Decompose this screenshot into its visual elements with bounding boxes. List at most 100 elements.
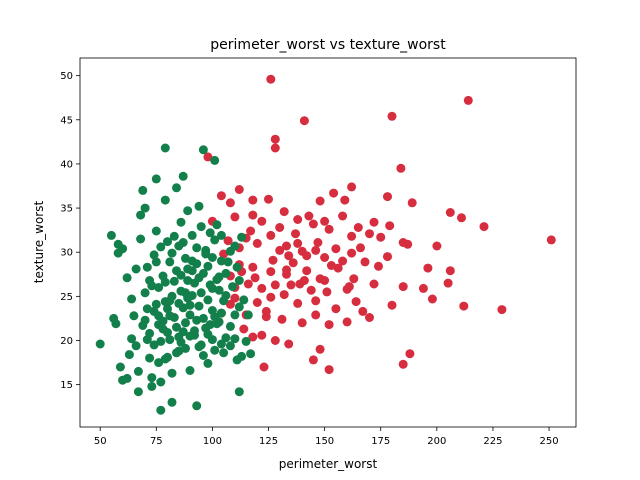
data-point-series-2-160 (156, 242, 166, 252)
data-point-series-1-130 (311, 245, 321, 255)
data-point-series-2-150 (212, 275, 222, 285)
data-point-series-2-155 (234, 302, 244, 312)
data-point-series-2-143 (181, 288, 190, 298)
data-point-series-2-109 (176, 337, 186, 347)
data-point-series-2-50 (169, 231, 179, 241)
data-point-series-1-6 (270, 143, 280, 153)
data-point-series-2-38 (156, 405, 166, 415)
data-point-series-1-42 (546, 235, 556, 245)
data-point-series-2-80 (207, 253, 217, 262)
data-point-series-1-127 (326, 261, 336, 270)
data-point-series-1-115 (356, 243, 365, 253)
data-point-series-2-87 (216, 230, 226, 240)
data-point-series-1-125 (266, 230, 276, 240)
data-point-series-2-141 (172, 348, 181, 358)
data-point-series-1-105 (398, 359, 408, 369)
data-point-series-2-138 (156, 336, 166, 346)
data-point-series-2-41 (160, 143, 170, 153)
data-point-series-2-17 (131, 341, 141, 351)
data-point-series-1-123 (320, 276, 330, 285)
data-point-series-1-13 (216, 191, 226, 201)
data-point-series-2-113 (194, 342, 204, 352)
data-point-series-1-70 (270, 280, 280, 290)
data-point-series-1-134 (351, 297, 361, 307)
data-point-series-1-85 (331, 304, 341, 314)
data-point-series-1-101 (315, 344, 325, 354)
data-point-series-1-79 (230, 293, 240, 303)
data-point-series-2-98 (237, 232, 247, 242)
points-layer (95, 74, 556, 415)
y-tick-label-3: 25 (60, 292, 73, 303)
data-point-series-2-110 (181, 318, 190, 328)
data-point-series-2-175 (232, 262, 242, 272)
data-point-series-1-51 (360, 257, 370, 267)
data-point-series-1-50 (347, 248, 357, 258)
data-point-series-2-74 (198, 145, 208, 155)
data-point-series-1-109 (342, 317, 352, 327)
data-point-series-1-89 (459, 301, 469, 311)
data-point-series-2-66 (187, 230, 197, 240)
data-point-series-2-72 (194, 301, 204, 311)
data-point-series-1-19 (407, 198, 417, 208)
data-point-series-2-23 (140, 203, 150, 213)
data-point-series-2-49 (167, 397, 177, 407)
data-point-series-2-148 (203, 261, 213, 271)
data-point-series-2-162 (167, 248, 177, 258)
data-point-series-2-71 (194, 201, 204, 211)
data-point-series-1-37 (324, 224, 334, 234)
y-tick-label-5: 35 (60, 204, 73, 215)
data-point-series-2-2 (106, 230, 116, 240)
data-point-series-2-52 (172, 183, 181, 193)
data-point-series-1-25 (304, 211, 314, 221)
data-point-series-1-43 (223, 236, 233, 246)
data-point-series-1-78 (443, 278, 453, 288)
data-point-series-1-77 (418, 283, 428, 293)
data-point-series-1-21 (457, 213, 466, 223)
data-point-series-2-42 (160, 195, 170, 205)
data-point-series-1-96 (311, 310, 321, 320)
data-point-series-2-124 (174, 298, 184, 308)
data-point-series-1-39 (365, 229, 374, 239)
y-axis: 15 20 25 30 35 40 45 50 (60, 71, 80, 391)
data-point-series-2-8 (115, 362, 125, 372)
data-point-series-1-131 (282, 265, 291, 275)
data-point-series-2-153 (225, 321, 235, 331)
data-point-series-1-114 (338, 256, 348, 266)
data-point-series-2-48 (167, 368, 177, 378)
data-point-series-1-23 (279, 207, 289, 217)
data-point-series-2-140 (165, 311, 175, 321)
data-point-series-1-64 (374, 261, 383, 271)
data-point-series-2-125 (178, 327, 188, 337)
data-point-series-2-106 (163, 304, 172, 314)
data-point-series-1-68 (243, 279, 253, 289)
data-point-series-2-119 (149, 340, 159, 350)
y-tick-label-2: 20 (60, 336, 73, 347)
data-point-series-2-105 (158, 324, 168, 334)
data-point-series-1-33 (257, 216, 267, 226)
data-point-series-1-75 (369, 279, 379, 289)
data-point-series-1-110 (365, 313, 374, 322)
data-point-series-2-157 (142, 262, 152, 272)
data-point-series-1-32 (248, 210, 258, 220)
data-point-series-1-55 (219, 249, 229, 259)
data-point-series-1-9 (234, 185, 244, 194)
data-point-series-2-167 (192, 243, 202, 253)
data-point-series-2-7 (118, 244, 128, 254)
data-point-series-2-82 (210, 155, 220, 165)
data-point-series-1-133 (344, 282, 354, 292)
data-point-series-1-87 (387, 300, 397, 310)
data-point-series-2-132 (210, 312, 220, 322)
data-point-series-1-26 (320, 216, 330, 226)
data-point-series-2-89 (221, 333, 231, 343)
data-point-series-1-22 (479, 222, 489, 232)
data-point-series-2-96 (234, 387, 244, 397)
data-point-series-1-94 (277, 314, 287, 324)
data-point-series-1-126 (284, 251, 294, 261)
data-point-series-2-107 (167, 291, 177, 301)
x-tick-label-4: 125 (259, 436, 278, 447)
data-point-series-1-24 (293, 215, 303, 224)
data-point-series-1-40 (376, 232, 386, 242)
data-point-series-1-82 (279, 290, 289, 300)
data-point-series-2-149 (207, 335, 217, 345)
data-point-series-2-46 (165, 257, 175, 267)
